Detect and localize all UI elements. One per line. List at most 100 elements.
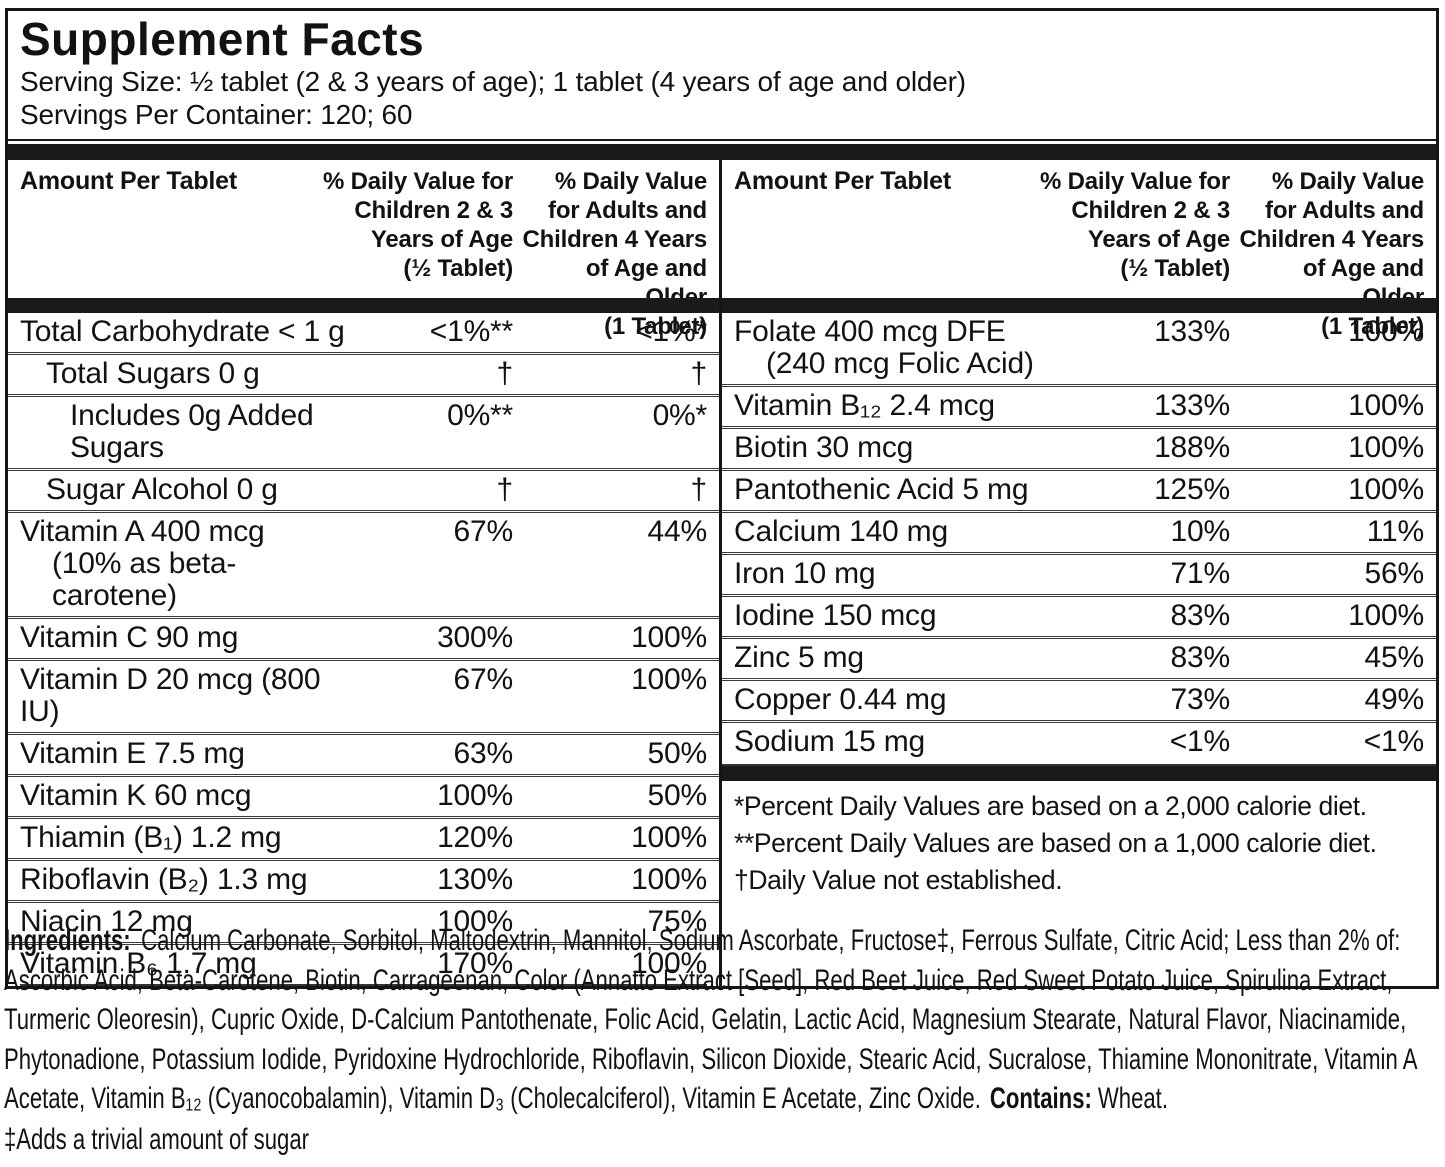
- nutrient-row: Vitamin K 60 mcg 100% 50%: [8, 774, 719, 816]
- dv-children-value: †: [496, 473, 514, 506]
- dv-adults-value: †: [690, 473, 708, 506]
- nutrient-name: Pantothenic Acid 5 mg: [734, 473, 1029, 506]
- nutrient-name-secondary: (240 mcg Folic Acid): [766, 347, 1034, 380]
- dv-adults-value: <1%*: [635, 315, 707, 348]
- dv-adults-value: 100%: [631, 821, 707, 854]
- dv-children-value: 133%: [1154, 315, 1230, 348]
- nutrient-row: Vitamin A 400 mcg (10% as beta-carotene) 6…: [8, 510, 719, 616]
- nutrient-name: Total Carbohydrate < 1 g: [20, 315, 345, 348]
- dv-adults-value: 56%: [1364, 557, 1425, 590]
- dv-children-value: 130%: [437, 863, 513, 896]
- dv-children-value: 188%: [1154, 431, 1230, 464]
- dv-children-value: 133%: [1154, 389, 1230, 422]
- dv-adults-value: 45%: [1364, 641, 1425, 674]
- page-title: Supplement Facts: [20, 13, 425, 65]
- contains-label: Contains:: [989, 1082, 1092, 1115]
- nutrient-row: Sugar Alcohol 0 g † †: [8, 468, 719, 510]
- dv-children-value: 125%: [1154, 473, 1230, 506]
- nutrient-table-left: Total Carbohydrate < 1 g <1%** <1%* Total S…: [8, 313, 719, 984]
- nutrient-name: Calcium 140 mg: [734, 515, 948, 548]
- servings-per-container-line: Servings Per Container: 120; 60: [20, 98, 413, 130]
- nutrient-name: Biotin 30 mcg: [734, 431, 914, 464]
- dv-children-value: 100%: [437, 905, 513, 938]
- dv-adults-value: 0%*: [652, 399, 708, 432]
- nutrient-row: Folate 400 mcg DFE (240 mcg Folic Acid) 13…: [722, 313, 1436, 384]
- nutrient-row: Vitamin B₁₂ 2.4 mcg 133% 100%: [722, 384, 1436, 426]
- column-header-amount: Amount Per Tablet: [20, 167, 237, 195]
- nutrient-name: Vitamin C 90 mg: [20, 621, 239, 654]
- nutrient-panel-right: Amount Per Tablet % Daily Value for Chil…: [722, 160, 1436, 986]
- nutrient-row: Total Sugars 0 g † †: [8, 352, 719, 394]
- dv-adults-value: 50%: [647, 779, 708, 812]
- column-headers-left: Amount Per Tablet % Daily Value for Chil…: [8, 160, 719, 340]
- dv-children-value: 300%: [437, 621, 513, 654]
- nutrient-row: Vitamin D 20 mcg (800 IU) 67% 100%: [8, 658, 719, 732]
- dv-adults-value: <1%: [1363, 725, 1424, 758]
- nutrient-name: Vitamin E 7.5 mg: [20, 737, 245, 770]
- nutrient-name: Zinc 5 mg: [734, 641, 864, 674]
- dv-adults-value: 100%: [1348, 389, 1424, 422]
- footnote-dv-not-established: †Daily Value not established.: [734, 865, 1063, 895]
- dv-adults-value: †: [690, 357, 708, 390]
- column-header-amount: Amount Per Tablet: [734, 167, 951, 195]
- nutrient-panel-left: Amount Per Tablet % Daily Value for Chil…: [8, 160, 722, 986]
- dv-children-value: 71%: [1170, 557, 1231, 590]
- dv-adults-value: 100%: [631, 947, 707, 980]
- nutrient-name: Vitamin D 20 mcg (800 IU): [20, 663, 321, 728]
- serving-size-line: Serving Size: ½ tablet (2 & 3 years of a…: [20, 66, 966, 97]
- nutrient-row: Riboflavin (B₂) 1.3 mg 130% 100%: [8, 858, 719, 900]
- nutrient-row: Vitamin E 7.5 mg 63% 50%: [8, 732, 719, 774]
- dv-adults-value: 100%: [1348, 599, 1424, 632]
- dv-adults-value: 100%: [1348, 315, 1424, 348]
- nutrient-name: Folate 400 mcg DFE: [734, 315, 1006, 348]
- contains-value: Wheat.: [1097, 1082, 1168, 1115]
- divider-bar-header-right: [722, 298, 1436, 313]
- supplement-facts-panel: Supplement Facts Serving Size: ½ tablet …: [5, 8, 1439, 989]
- column-header-dv-children: % Daily Value for Children 2 & 3 Years o…: [323, 168, 514, 282]
- nutrient-name: Thiamin (B₁) 1.2 mg: [20, 821, 282, 854]
- dv-children-value: 67%: [453, 663, 514, 696]
- nutrient-row: Sodium 15 mg <1% <1%: [722, 720, 1436, 762]
- nutrient-name: Copper 0.44 mg: [734, 683, 947, 716]
- dv-children-value: 100%: [437, 779, 513, 812]
- divider-end-rule-left: [20, 984, 707, 986]
- footnote-1000-calorie: **Percent Daily Values are based on a 1,…: [734, 828, 1377, 858]
- dv-adults-value: 75%: [647, 905, 708, 938]
- column-header-dv-children: % Daily Value for Children 2 & 3 Years o…: [1040, 168, 1231, 282]
- divider-hairline: [8, 139, 1436, 141]
- dv-children-value: 67%: [453, 515, 514, 548]
- column-headers-right: Amount Per Tablet % Daily Value for Chil…: [722, 160, 1436, 340]
- dv-children-value: 120%: [437, 821, 513, 854]
- nutrient-name: Vitamin A 400 mcg: [20, 515, 265, 548]
- ingredients-section: Ingredients: Calcium Carbonate, Sorbitol,…: [4, 921, 1441, 1159]
- nutrient-row: Vitamin B₆ 1.7 mg 170% 100%: [8, 942, 719, 984]
- dv-children-value: 10%: [1170, 515, 1231, 548]
- nutrient-name: Total Sugars 0 g: [46, 357, 260, 390]
- nutrient-name: Iron 10 mg: [734, 557, 876, 590]
- nutrient-table-right: Folate 400 mcg DFE (240 mcg Folic Acid) 13…: [722, 313, 1436, 762]
- dv-children-value: 73%: [1170, 683, 1231, 716]
- nutrient-row: Calcium 140 mg 10% 11%: [722, 510, 1436, 552]
- dv-children-value: 83%: [1170, 599, 1231, 632]
- divider-bar-footnotes: [722, 764, 1436, 781]
- nutrient-name: Vitamin K 60 mcg: [20, 779, 252, 812]
- dv-children-value: †: [496, 357, 514, 390]
- nutrient-name: Niacin 12 mg: [20, 905, 193, 938]
- dv-adults-value: 100%: [1348, 473, 1424, 506]
- nutrient-name: Includes 0g Added Sugars: [70, 399, 314, 464]
- dv-adults-value: 11%: [1366, 515, 1424, 548]
- nutrient-row: Vitamin C 90 mg 300% 100%: [8, 616, 719, 658]
- footnotes: *Percent Daily Values are based on a 2,0…: [722, 781, 1436, 909]
- nutrient-row: Copper 0.44 mg 73% 49%: [722, 678, 1436, 720]
- dv-children-value: <1%: [1169, 725, 1230, 758]
- nutrient-name: Sodium 15 mg: [734, 725, 926, 758]
- nutrient-name: Iodine 150 mcg: [734, 599, 937, 632]
- dv-children-value: 83%: [1170, 641, 1231, 674]
- nutrient-row: Thiamin (B₁) 1.2 mg 120% 100%: [8, 816, 719, 858]
- dv-children-value: 63%: [453, 737, 514, 770]
- nutrient-row: Total Carbohydrate < 1 g <1%** <1%*: [8, 313, 719, 352]
- dv-adults-value: 44%: [647, 515, 708, 548]
- nutrient-name: Vitamin B₁₂ 2.4 mcg: [734, 389, 995, 422]
- nutrient-name-secondary: (10% as beta-carotene): [52, 547, 237, 612]
- nutrient-row: Includes 0g Added Sugars 0%** 0%*: [8, 394, 719, 468]
